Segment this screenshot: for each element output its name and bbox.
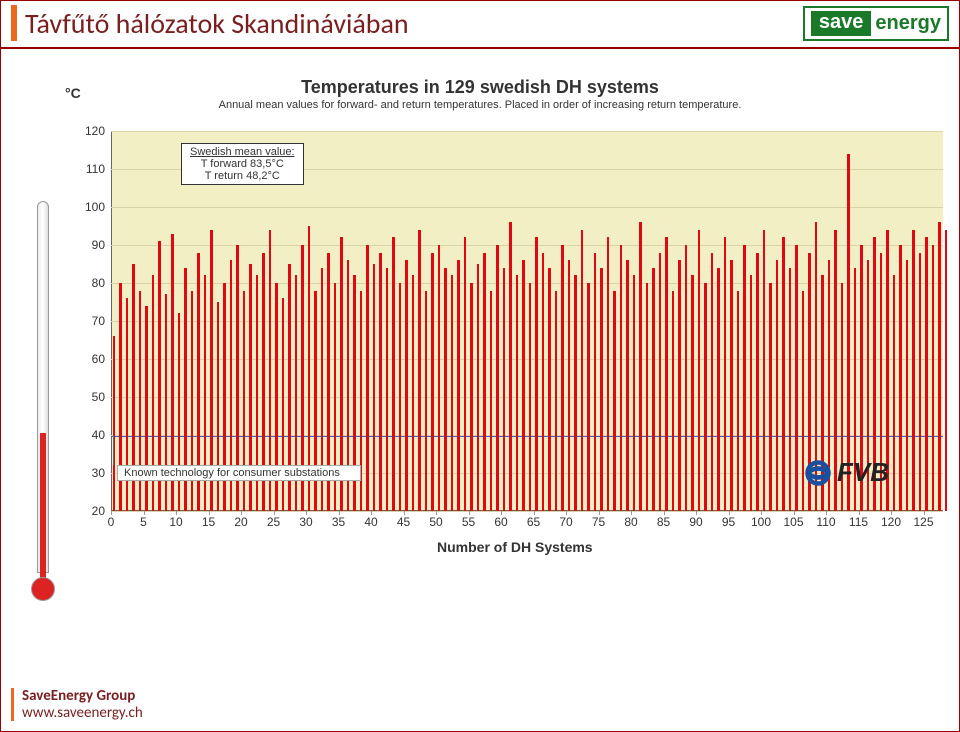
mean-value-callout: Swedish mean value: T forward 83,5°C T r… [181,143,304,185]
fvb-logo: FVB [803,457,889,488]
thermometer-graphic [29,201,55,601]
footer-group: SaveEnergy Group [22,688,143,705]
chart-plot-area: 2030405060708090100110120051015202530354… [111,131,943,511]
page-title: Távfűtő hálózatok Skandináviában [25,6,409,41]
callout-line1: T forward 83,5°C [190,158,295,170]
chart-subtitle: Annual mean values for forward- and retu… [1,99,959,111]
footer: SaveEnergy Group www.saveenergy.ch [11,688,143,721]
known-technology-label: Known technology for consumer substation… [117,465,361,481]
fvb-text: FVB [837,457,889,488]
footer-url: www.saveenergy.ch [22,705,143,722]
brand-logo-right: energy [875,12,941,35]
callout-header: Swedish mean value: [190,146,295,158]
callout-line2: T return 48,2°C [190,170,295,182]
x-axis-label: Number of DH Systems [437,539,593,555]
chart-title: Temperatures in 129 swedish DH systems [1,77,959,98]
title-accent-bar [11,5,17,41]
fvb-icon [803,458,833,488]
known-technology-arrow [113,435,114,465]
brand-logo: save energy [803,6,949,41]
brand-logo-left: save [811,11,872,36]
